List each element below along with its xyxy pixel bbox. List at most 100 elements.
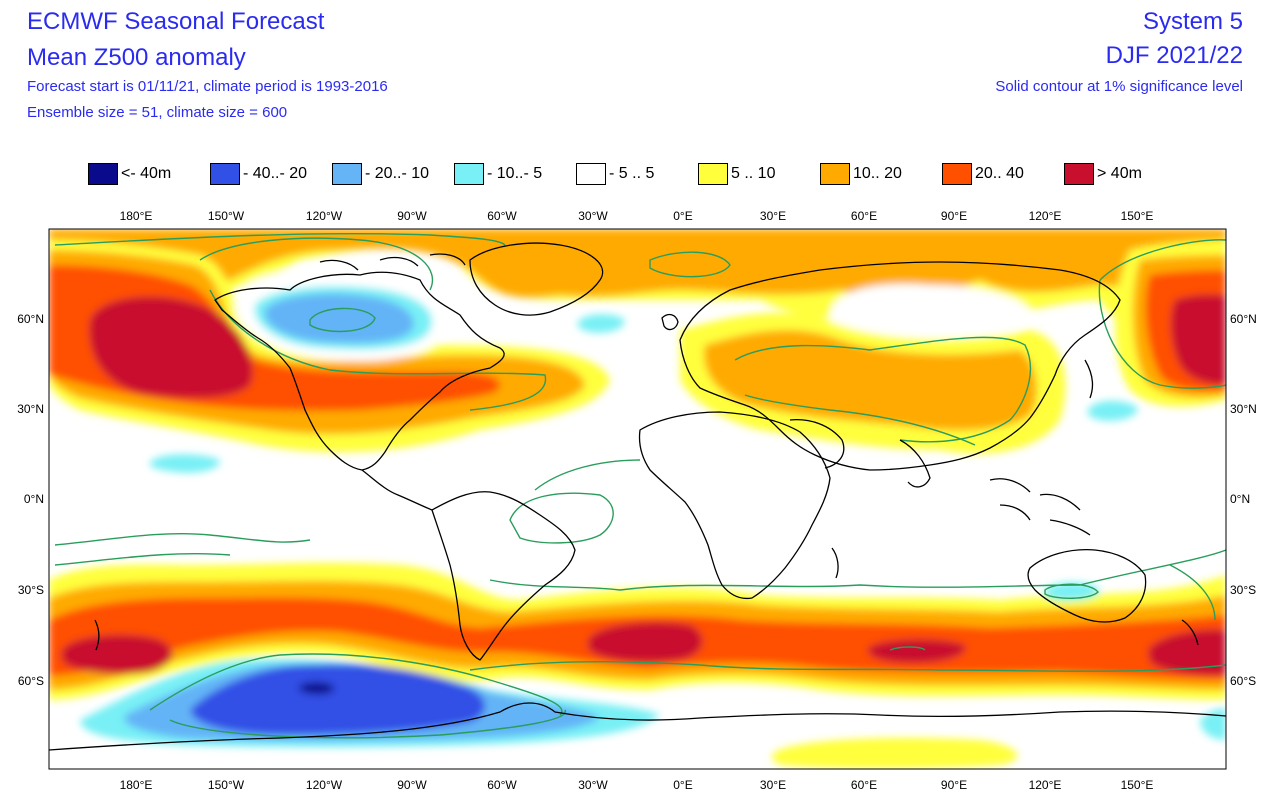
anomaly-positive-sh-darkred-tasman (1148, 629, 1226, 676)
legend-label: 10.. 20 (853, 165, 902, 182)
significance-contour (649, 251, 731, 278)
coastline-central-america (361, 469, 433, 511)
significance-contour (744, 394, 976, 446)
map-subtitle: Mean Z500 anomaly (27, 44, 246, 71)
significance-contour (509, 492, 614, 544)
lon-tick-label: 90°W (397, 209, 427, 223)
anomaly-positive-antarctic-yellow (771, 737, 1018, 769)
coastline-australia (1027, 549, 1147, 623)
legend-swatch (820, 163, 850, 185)
legend-label: 5 .. 10 (731, 165, 776, 182)
legend-item: - 40..- 20 (210, 161, 307, 187)
lon-tick-label: 30°E (760, 778, 786, 792)
coastline-india (899, 439, 931, 488)
system-label: System 5 (1142, 8, 1243, 35)
legend-label: - 10..- 5 (487, 165, 543, 182)
anomaly-positive-sh-darkred-pacific (62, 634, 173, 675)
lat-tick-label: 60°S (18, 674, 44, 688)
anomaly-negative-atlantic-cyan (577, 314, 625, 333)
significance-contour (1099, 239, 1226, 281)
lat-tick-label: 60°N (17, 312, 44, 326)
anomaly-positive-arctic-orange (49, 229, 1226, 298)
anomaly-positive-npacific-darkred (89, 296, 253, 398)
lon-tick-label: 150°W (208, 209, 245, 223)
lon-tick-label: 150°E (1121, 209, 1154, 223)
lon-tick-label: 30°E (760, 209, 786, 223)
anomaly-field (49, 229, 1226, 769)
legend-item: > 40m (1064, 161, 1142, 187)
legend-label: <- 40m (121, 165, 172, 182)
lon-tick-label: 120°E (1029, 778, 1062, 792)
lon-tick-label: 150°W (208, 778, 245, 792)
lon-tick-label: 0°E (673, 209, 692, 223)
legend-item: - 5 .. 5 (576, 161, 654, 187)
anomaly-positive-sh-darkred-indian (867, 639, 966, 663)
lon-tick-label: 30°W (578, 209, 608, 223)
coastline-arctic-islands (319, 253, 466, 271)
significance-contour (489, 549, 1226, 591)
anomaly-neutral-siberia (830, 283, 1030, 340)
legend-label: - 40..- 20 (243, 165, 308, 182)
significance-contour (469, 661, 1226, 672)
legend-label: > 40m (1097, 165, 1142, 182)
coastline-africa (638, 411, 831, 600)
legend-item: - 10..- 5 (454, 161, 542, 187)
ensemble-info-line: Ensemble size = 51, climate size = 600 (27, 104, 288, 121)
coastline-maritime-continent (989, 478, 1091, 536)
anomaly-positive-sh-darkred-atlantic (588, 622, 703, 662)
lat-tick-label: 30°S (18, 583, 44, 597)
lon-tick-label: 150°E (1121, 778, 1154, 792)
coastline-uk (661, 313, 679, 331)
anomaly-negative-antarctic-darkblue (298, 682, 335, 695)
map-frame (48, 228, 1227, 770)
significance-note: Solid contour at 1% significance level (995, 78, 1243, 95)
legend-swatch (454, 163, 484, 185)
lon-tick-label: 90°E (941, 778, 967, 792)
lon-labels-bottom: 180°E 150°W 120°W 90°W 60°W 30°W 0°E 30°… (120, 778, 1154, 792)
legend-label: - 5 .. 5 (609, 165, 655, 182)
lat-labels-right: 60°N 30°N 0°N 30°S 60°S (1230, 312, 1257, 688)
legend-swatch (332, 163, 362, 185)
lat-tick-label: 30°S (1230, 583, 1256, 597)
lat-labels-left: 60°N 30°N 0°N 30°S 60°S (17, 312, 44, 688)
anomaly-negative-canada-lightblue (264, 293, 414, 344)
legend-swatch (698, 163, 728, 185)
lon-tick-label: 120°E (1029, 209, 1062, 223)
lon-tick-label: 120°W (306, 778, 343, 792)
map-title: ECMWF Seasonal Forecast (27, 8, 325, 35)
legend-swatch (942, 163, 972, 185)
coastline-greenland (469, 242, 604, 316)
lon-tick-label: 180°E (120, 778, 153, 792)
lat-tick-label: 0°N (24, 492, 44, 506)
anomaly-negative-australia-cyan (1043, 582, 1100, 601)
lon-tick-label: 60°W (487, 778, 517, 792)
anomaly-negative-japan-cyan (1087, 400, 1138, 421)
legend-swatch (88, 163, 118, 185)
lon-tick-label: 90°W (397, 778, 427, 792)
anomaly-positive-wpacific-darkred (1170, 294, 1226, 385)
lon-tick-label: 90°E (941, 209, 967, 223)
anomaly-negative-epacific-cyan (149, 454, 221, 473)
legend-item: <- 40m (88, 161, 171, 187)
legend-swatch (576, 163, 606, 185)
lat-tick-label: 30°N (1230, 402, 1257, 416)
lat-tick-label: 30°N (17, 402, 44, 416)
legend-item: 10.. 20 (820, 161, 902, 187)
lon-tick-label: 60°W (487, 209, 517, 223)
coastline-madagascar (831, 547, 839, 579)
lon-tick-label: 60°E (851, 778, 877, 792)
legend-item: - 20..- 10 (332, 161, 429, 187)
coastline-eurasia (679, 261, 1121, 471)
lat-tick-label: 0°N (1230, 492, 1250, 506)
coastline-arabia (789, 419, 845, 469)
season-label: DJF 2021/22 (1105, 42, 1243, 69)
significance-contour (209, 289, 547, 411)
significance-contour (309, 307, 376, 333)
coastline-north-america (214, 271, 505, 471)
legend-item: 20.. 40 (942, 161, 1024, 187)
lat-tick-label: 60°S (1230, 674, 1256, 688)
coastlines (49, 242, 1226, 751)
significance-contour (889, 646, 926, 651)
significance-contour (54, 552, 231, 566)
